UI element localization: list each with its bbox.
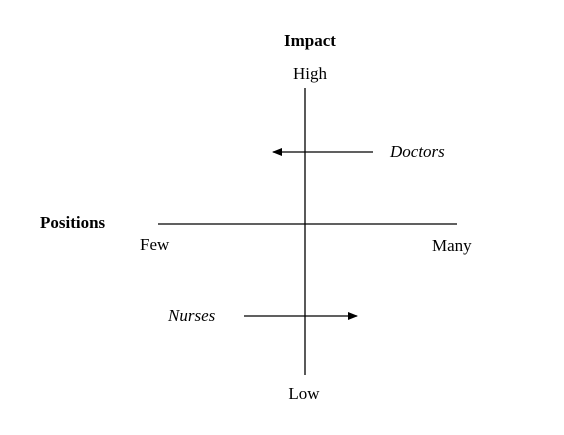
doctors-label: Doctors [389,142,445,161]
horizontal-axis-title: Positions [40,213,106,232]
horizontal-axis-right-label: Many [432,236,472,255]
vertical-axis-top-label: High [293,64,328,83]
vertical-axis-bottom-label: Low [288,384,320,403]
horizontal-axis-left-label: Few [140,235,170,254]
nurses-label: Nurses [167,306,216,325]
vertical-axis-title: Impact [284,31,336,50]
